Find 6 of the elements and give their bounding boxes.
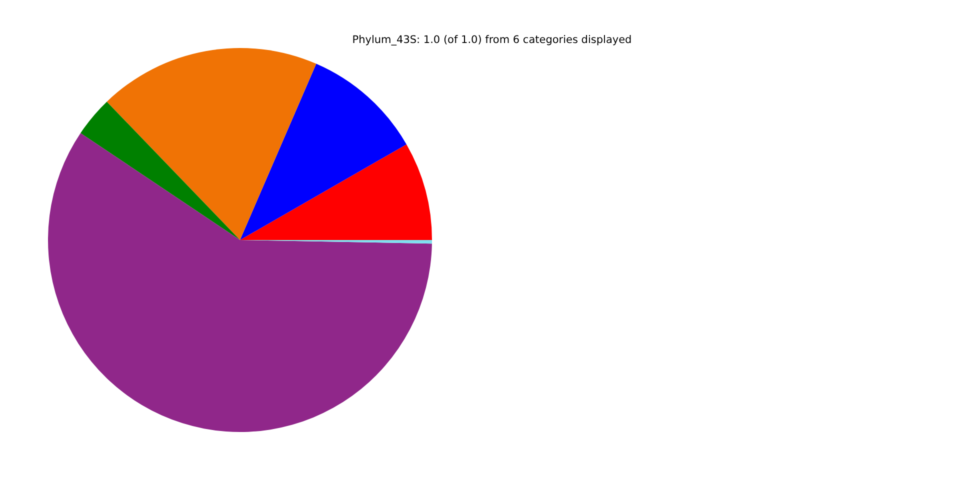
- pie-slice: [80, 102, 240, 240]
- pie-slice: [106, 48, 316, 240]
- pie-slice: [240, 64, 406, 240]
- text: Phylum_43S: 1.0 (of 1.0) from 6 categories displayed: [352, 34, 632, 46]
- pie-slice: [48, 133, 432, 432]
- pie-slice: [240, 144, 432, 240]
